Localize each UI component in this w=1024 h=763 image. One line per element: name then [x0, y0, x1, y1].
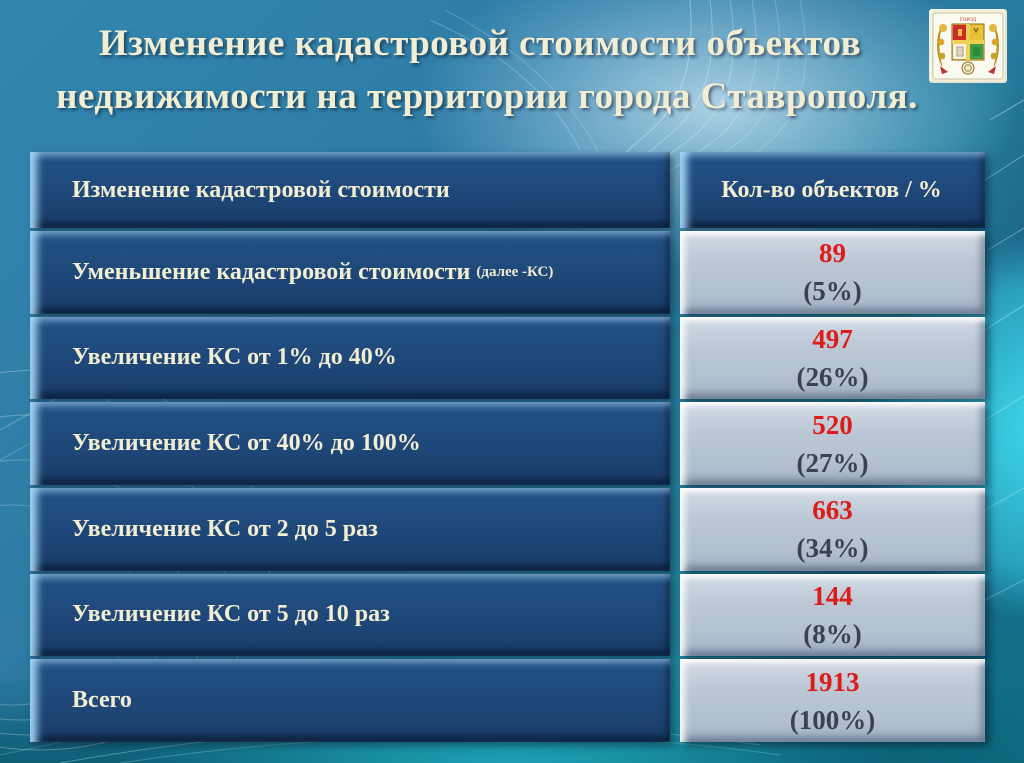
slide-title: Изменение кадастровой стоимости объектов… — [0, 18, 960, 123]
table-row-value: 663 (34%) — [680, 487, 985, 571]
table-row-label: Увеличение КС от 40% до 100% — [30, 402, 670, 485]
table-row-label: Увеличение КС от 1% до 40% — [30, 316, 670, 400]
cadastral-value-table: Изменение кадастровой стоимости Кол-во о… — [30, 152, 985, 742]
slide-title-line2: недвижимости на территории города Ставро… — [56, 75, 918, 117]
row-count: 89 — [819, 238, 846, 269]
table-row-label: Уменьшение кадастровой стоимости (далее … — [30, 231, 670, 314]
table-row-label: Увеличение КС от 2 до 5 раз — [30, 487, 670, 571]
stavropol-coat-of-arms-icon: ГОРОД — [929, 9, 1007, 83]
row-count: 1913 — [805, 666, 860, 697]
row-label-text: Увеличение КС от 2 до 5 раз — [72, 515, 378, 542]
table-row-value: 89 (5%) — [680, 231, 985, 314]
table-header-change: Изменение кадастровой стоимости — [30, 152, 670, 228]
table-header-change-label: Изменение кадастровой стоимости — [72, 176, 450, 203]
row-percent: (100%) — [789, 704, 876, 735]
row-label-text: Увеличение КС от 1% до 40% — [72, 344, 397, 371]
table-row-value: 520 (27%) — [680, 402, 985, 485]
row-percent: (8%) — [803, 618, 862, 649]
table-row-label-total: Всего — [30, 659, 670, 742]
row-count: 520 — [812, 409, 853, 440]
row-label-text: Увеличение КС от 5 до 10 раз — [72, 601, 390, 628]
slide-title-line1: Изменение кадастровой стоимости объектов — [98, 23, 862, 64]
row-label-text: Увеличение КС от 40% до 100% — [72, 430, 421, 457]
row-count: 144 — [812, 580, 853, 611]
row-percent: (26%) — [796, 361, 869, 392]
table-header-count: Кол-во объектов / % — [680, 152, 985, 228]
table-row-value: 497 (26%) — [680, 316, 985, 400]
table-row-label: Увеличение КС от 5 до 10 раз — [30, 573, 670, 657]
row-label-text: Уменьшение кадастровой стоимости — [72, 258, 471, 285]
row-count: 663 — [812, 495, 853, 526]
row-label-text: Всего — [72, 687, 132, 714]
row-label-note: (далее -КС) — [476, 263, 554, 280]
table-row-value: 144 (8%) — [680, 573, 985, 657]
table-header-count-label: Кол-во объектов / % — [721, 176, 942, 203]
row-percent: (27%) — [796, 447, 869, 478]
row-percent: (5%) — [803, 276, 862, 307]
row-percent: (34%) — [796, 533, 869, 564]
row-count: 497 — [812, 323, 853, 354]
table-row-value-total: 1913 (100%) — [680, 659, 985, 742]
svg-text:ГОРОД: ГОРОД — [960, 18, 977, 23]
